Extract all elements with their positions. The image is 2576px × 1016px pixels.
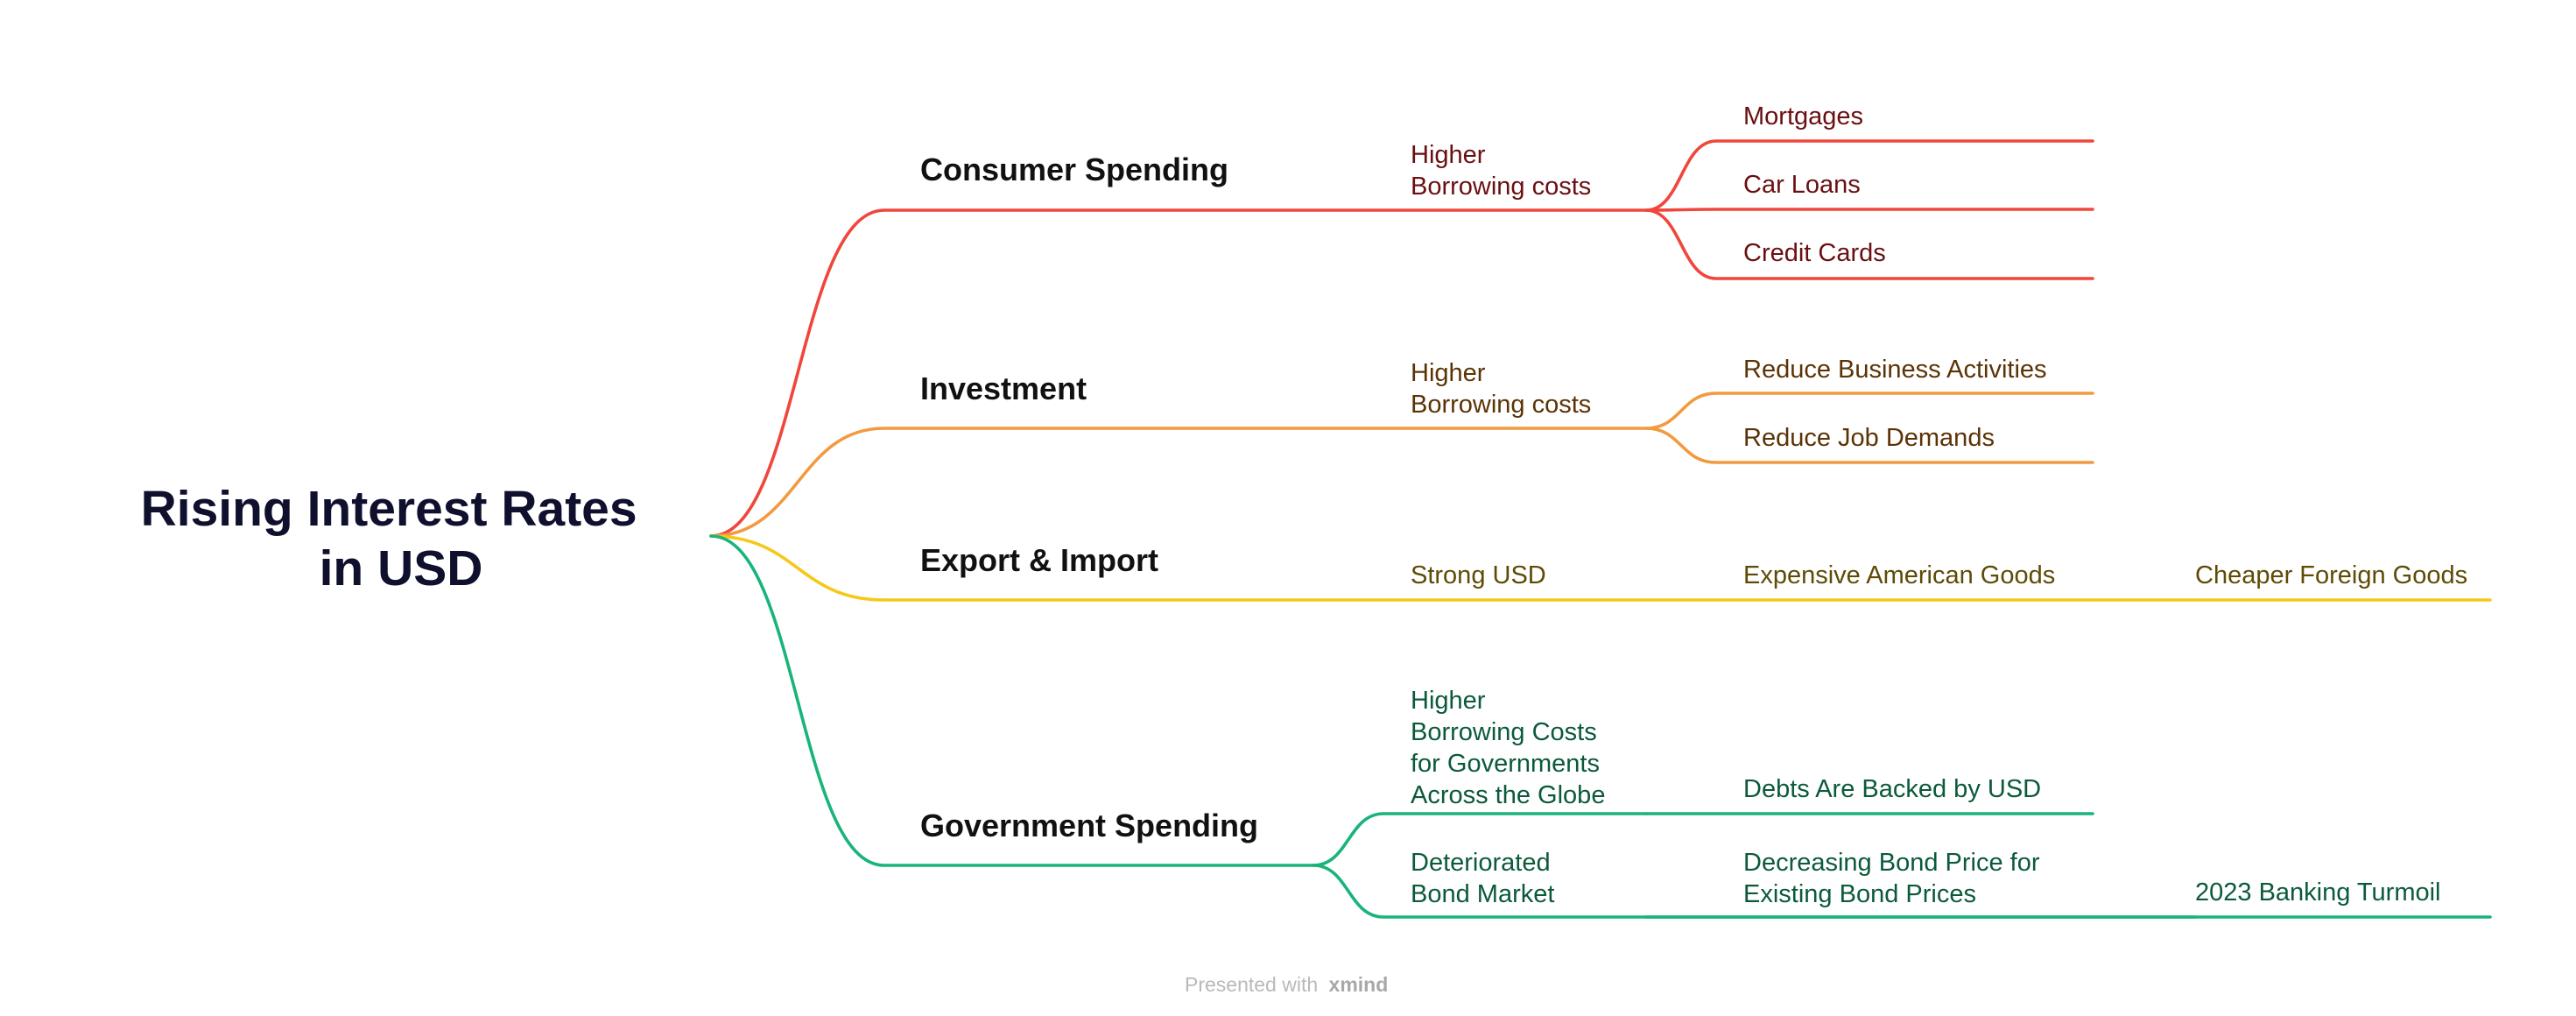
government-node-g1-line-2: Borrowing Costs	[1411, 718, 1597, 746]
root-topic[interactable]: Rising Interest Rates in USD	[141, 481, 651, 596]
government-node-g1-line-4: Across the Globe	[1411, 781, 1605, 809]
investment-node-i1a[interactable]: Reduce Business Activities	[1743, 356, 2047, 384]
government-node-g1[interactable]: Higher Borrowing Costs for Governments Acro…	[1411, 687, 1605, 809]
footer-credit: Presented with xmind	[1185, 973, 1388, 996]
consumer-node-c1b-line-1: Car Loans	[1743, 171, 1861, 199]
investment-node-i1[interactable]: Higher Borrowing costs	[1411, 359, 1591, 419]
government-node-g1a-line-1: Debts Are Backed by USD	[1743, 775, 2041, 803]
government-connector-g1	[1312, 812, 1648, 867]
investment-node-i1-line-1: Higher	[1411, 359, 1486, 387]
consumer-node-c1a-line-1: Mortgages	[1743, 102, 1863, 131]
trade-node-t2-line-1: Expensive American Goods	[1743, 561, 2055, 589]
investment-node-i1b-line-1: Reduce Job Demands	[1743, 424, 1995, 452]
consumer-node-c1c-line-1: Credit Cards	[1743, 239, 1886, 267]
consumer-main-connector	[709, 208, 1648, 538]
consumer-node-c1b[interactable]: Car Loans	[1743, 171, 1861, 199]
government-node-g1-line-3: for Governments	[1411, 750, 1600, 778]
consumer-connector-c1c	[1644, 208, 2094, 280]
consumer-node-c1-line-2: Borrowing costs	[1411, 173, 1591, 201]
government-node-g1a[interactable]: Debts Are Backed by USD	[1743, 775, 2041, 803]
government-main-connector	[709, 534, 1315, 867]
trade-node-t3[interactable]: Cheaper Foreign Goods	[2195, 561, 2467, 589]
xmind-logo: xmind	[1329, 973, 1389, 996]
investment-topic[interactable]: Investment	[920, 370, 1087, 406]
trade-node-t3-line-1: Cheaper Foreign Goods	[2195, 561, 2467, 589]
government-node-g2a-line-1: Decreasing Bond Price for	[1743, 849, 2040, 877]
government-node-g2a[interactable]: Decreasing Bond Price for Existing Bond P…	[1743, 849, 2040, 908]
government-node-g1-line-1: Higher	[1411, 687, 1486, 715]
consumer-node-c1[interactable]: Higher Borrowing costs	[1411, 141, 1591, 201]
consumer-node-c1a[interactable]: Mortgages	[1743, 102, 1863, 131]
branch-connectors	[709, 139, 2492, 919]
government-node-g2[interactable]: Deteriorated Bond Market	[1411, 849, 1554, 908]
consumer-connector-c1a	[1644, 139, 2094, 212]
trade-node-t1-line-1: Strong USD	[1411, 561, 1546, 589]
investment-connector-i1a	[1644, 392, 2094, 430]
root-topic-line-1: Rising Interest Rates	[141, 481, 637, 537]
investment-node-i1b[interactable]: Reduce Job Demands	[1743, 424, 1995, 452]
investment-node-i1-line-2: Borrowing costs	[1411, 391, 1591, 419]
trade-main-connector	[709, 534, 2492, 602]
government-node-g2b-line-1: 2023 Banking Turmoil	[2195, 878, 2441, 907]
government-node-g2-line-1: Deteriorated	[1411, 849, 1551, 877]
consumer-node-c1-line-1: Higher	[1411, 141, 1486, 169]
government-node-g2b[interactable]: 2023 Banking Turmoil	[2195, 878, 2441, 907]
trade-node-t1[interactable]: Strong USD	[1411, 561, 1546, 589]
consumer-topic[interactable]: Consumer Spending	[920, 152, 1228, 187]
government-topic[interactable]: Government Spending	[920, 808, 1258, 843]
footer-prefix: Presented with	[1185, 973, 1318, 996]
root-topic-line-2: in USD	[320, 540, 483, 596]
node-labels: Rising Interest Rates in USD Consumer Sp…	[141, 102, 2468, 908]
consumer-node-c1c[interactable]: Credit Cards	[1743, 239, 1886, 267]
government-node-g2a-line-2: Existing Bond Prices	[1743, 880, 1976, 908]
consumer-connector-c1b	[1644, 208, 2094, 212]
government-node-g2-line-2: Bond Market	[1411, 880, 1554, 908]
trade-node-t2[interactable]: Expensive American Goods	[1743, 561, 2055, 589]
investment-main-connector	[709, 427, 1648, 538]
government-connector-g2	[1312, 864, 1648, 919]
investment-connector-i1b	[1644, 427, 2094, 464]
investment-node-i1a-line-1: Reduce Business Activities	[1743, 356, 2047, 384]
trade-topic[interactable]: Export & Import	[920, 542, 1158, 578]
